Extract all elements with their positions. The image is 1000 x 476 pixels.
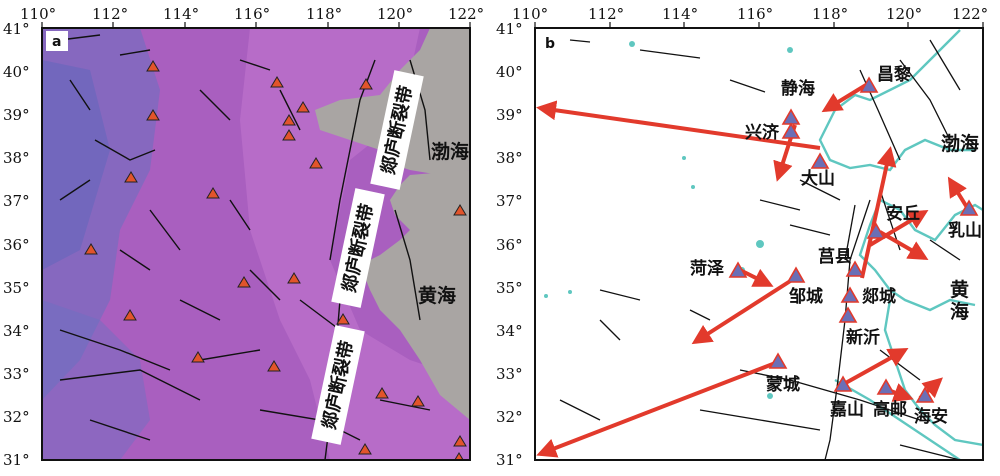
station-triangles-b	[728, 76, 979, 403]
lat-tick-b-40: 40°	[496, 63, 523, 81]
lon-tick-a-110: 110°	[20, 5, 56, 23]
lat-tick-b-35: 35°	[496, 279, 523, 297]
lat-tick-a-38: 38°	[3, 149, 30, 167]
station-label-jiashan: 嘉山	[829, 399, 864, 420]
lon-tick-a-118: 118°	[306, 5, 342, 23]
station-label-haian: 海安	[914, 406, 948, 427]
lon-tick-b-122: 122°	[952, 5, 988, 23]
lat-tick-a-35: 35°	[3, 279, 30, 297]
sea-label-huanghai-b-1: 黄	[950, 278, 969, 301]
lat-tick-a-40: 40°	[3, 63, 30, 81]
panel-a-tick-marks	[41, 22, 471, 28]
station-label-dashan: 大山	[801, 168, 835, 189]
panel-b-label: b	[545, 36, 555, 52]
lon-tick-a-112: 112°	[92, 5, 128, 23]
lat-tick-b-34: 34°	[496, 322, 523, 340]
panel-b: 静海 昌黎 兴济 大山 安丘 乳山 莒县 菏泽 邹城 郯城 新沂 蒙城 嘉山 高…	[496, 5, 988, 469]
lat-tick-a-31: 31°	[3, 451, 30, 469]
station-triangles-a	[84, 60, 467, 460]
station-label-changli: 昌黎	[877, 64, 911, 85]
coastline-b	[818, 29, 983, 460]
lat-tick-b-31: 31°	[496, 451, 523, 469]
lat-tick-a-37: 37°	[3, 192, 30, 210]
station-label-xinyi: 新沂	[846, 327, 880, 348]
sea-label-huanghai-a: 黄海	[418, 284, 456, 307]
fault-lines-a	[59, 34, 431, 460]
station-label-heze: 菏泽	[690, 258, 724, 279]
lat-tick-b-33: 33°	[496, 365, 523, 383]
station-label-mengcheng: 蒙城	[766, 374, 800, 395]
lat-tick-b-32: 32°	[496, 408, 523, 426]
panel-a-label-box	[46, 31, 68, 51]
panel-a-label: a	[52, 34, 61, 50]
lon-tick-b-120: 120°	[886, 5, 922, 23]
station-label-zoucheng: 邹城	[789, 286, 823, 307]
lon-tick-a-114: 114°	[163, 5, 199, 23]
sea-label-bohai-b: 渤海	[941, 132, 979, 155]
lat-tick-b-39: 39°	[496, 106, 523, 124]
station-label-tancheng: 郯城	[862, 286, 896, 307]
sea-label-huanghai-b-2: 海	[950, 300, 969, 323]
lat-tick-b-36: 36°	[496, 236, 523, 254]
lat-tick-a-34: 34°	[3, 322, 30, 340]
lat-tick-a-39: 39°	[3, 106, 30, 124]
lat-tick-a-32: 32°	[3, 408, 30, 426]
lon-tick-a-120: 120°	[377, 5, 413, 23]
lat-tick-b-38: 38°	[496, 149, 523, 167]
fault-lines-b	[559, 39, 961, 460]
station-label-gaoyou: 高邮	[873, 399, 907, 420]
lat-tick-b-41: 41°	[496, 20, 523, 38]
lon-tick-b-118: 118°	[812, 5, 848, 23]
panel-b-tick-marks	[534, 22, 984, 28]
station-label-jinghai: 静海	[781, 78, 815, 99]
lon-tick-b-116: 116°	[737, 5, 773, 23]
lat-tick-a-36: 36°	[3, 236, 30, 254]
sea-label-bohai-a: 渤海	[431, 140, 469, 163]
lon-tick-a-122: 122°	[448, 5, 484, 23]
lon-tick-b-112: 112°	[588, 5, 624, 23]
lon-tick-a-116: 116°	[234, 5, 270, 23]
lat-tick-a-41: 41°	[3, 20, 30, 38]
lat-tick-a-33: 33°	[3, 365, 30, 383]
panel-a: 郯庐断裂带 郯庐断裂带 郯庐断裂带 渤海 黄海 a 1	[3, 5, 484, 469]
station-label-juxian: 莒县	[818, 246, 852, 267]
station-label-anqiu: 安丘	[886, 203, 920, 224]
station-label-rushan: 乳山	[948, 220, 982, 241]
station-label-xingji: 兴济	[745, 122, 780, 143]
lon-tick-b-110: 110°	[512, 5, 548, 23]
lat-tick-b-37: 37°	[496, 192, 523, 210]
lon-tick-b-114: 114°	[662, 5, 698, 23]
